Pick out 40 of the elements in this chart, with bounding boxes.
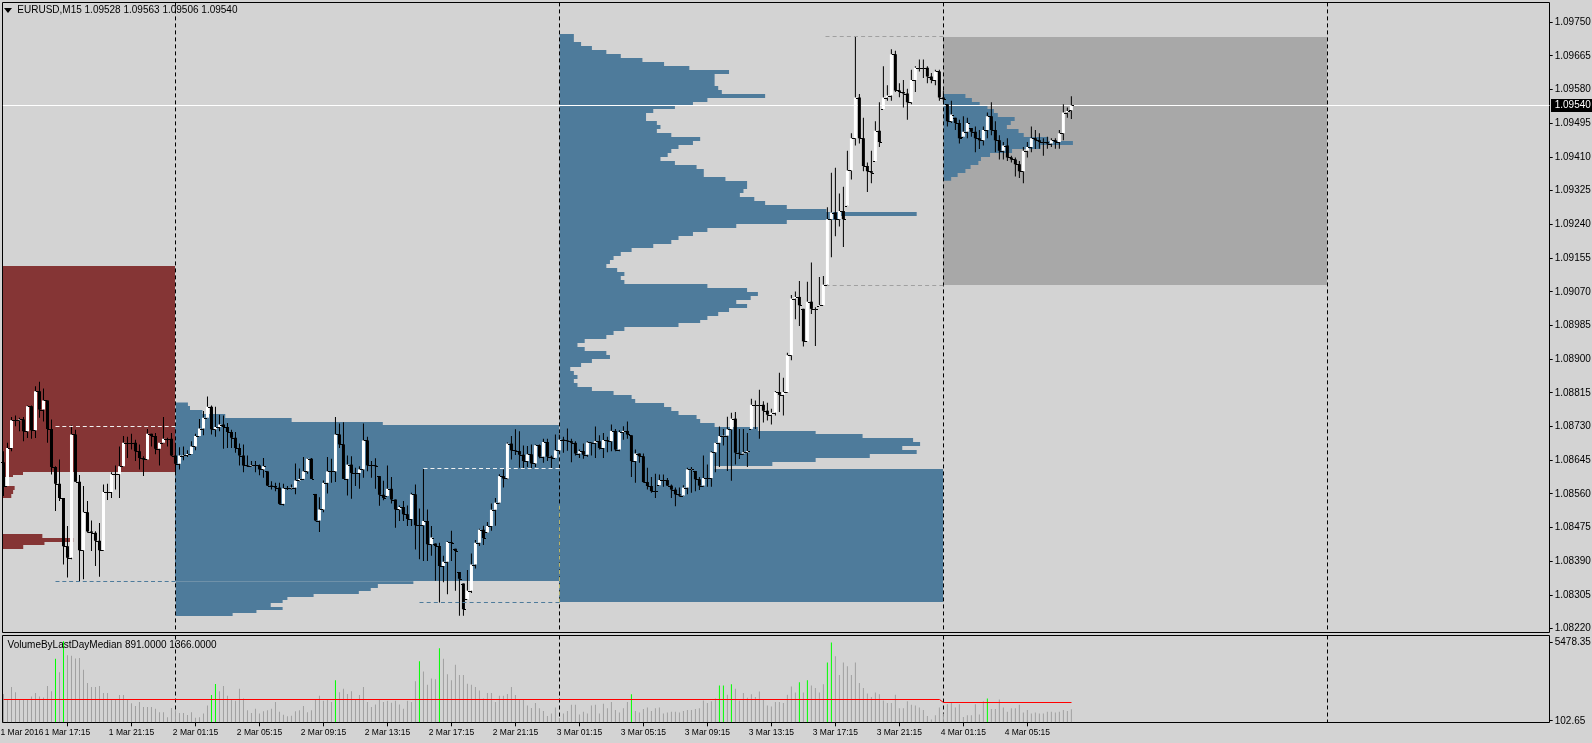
x-tick-label: 2 Mar 01:15 <box>172 726 219 737</box>
chart-title: EURUSD,M15 1.09528 1.09563 1.09506 1.09540 <box>17 4 238 16</box>
y-tick-label: 1.09155 <box>1554 251 1592 263</box>
y-tick-label: 1.08390 <box>1554 555 1592 567</box>
x-tick-label: 4 Mar 05:15 <box>1004 726 1051 737</box>
x-tick-label: 1 Mar 17:15 <box>44 726 91 737</box>
y-tick-label: 1.08220 <box>1554 622 1592 634</box>
y-tick-label: 1.09580 <box>1554 83 1592 95</box>
y-tick-label: 1.08475 <box>1554 521 1592 533</box>
y-tick-label: 1.08815 <box>1554 386 1592 398</box>
y-tick-label: 1.09325 <box>1554 184 1592 196</box>
text: 1 Mar 2016 <box>0 726 44 737</box>
y-tick-label: 1.09665 <box>1554 49 1592 61</box>
y-tick-label: 1.09495 <box>1554 117 1592 129</box>
y-tick-label: 1.09070 <box>1554 285 1592 297</box>
x-tick-label: 2 Mar 13:15 <box>364 726 411 737</box>
y-tick-label: 1.08305 <box>1554 588 1592 600</box>
x-tick-label: 3 Mar 13:15 <box>748 726 795 737</box>
y-tick-label: 1.08645 <box>1554 454 1592 466</box>
x-tick-label: 3 Mar 01:15 <box>556 726 603 737</box>
x-tick-label: 1 Mar 21:15 <box>108 726 155 737</box>
y-tick-label: 1.08560 <box>1554 487 1592 499</box>
x-tick-label: 2 Mar 21:15 <box>492 726 539 737</box>
x-tick-label: 3 Mar 09:15 <box>684 726 731 737</box>
y-tick-label: 1.09410 <box>1554 150 1592 162</box>
x-tick-label: 3 Mar 05:15 <box>620 726 667 737</box>
x-tick-label: 4 Mar 01:15 <box>940 726 987 737</box>
ref-line-label: 1.09540 <box>1554 99 1592 111</box>
y-tick-label: 1.08985 <box>1554 319 1592 331</box>
x-tick-label: 2 Mar 17:15 <box>428 726 475 737</box>
y-tick-label: 1.08730 <box>1554 420 1592 432</box>
y-tick-label: 1.09750 <box>1554 15 1592 27</box>
y-tick-label: 1.08900 <box>1554 352 1592 364</box>
y-tick-label: 102.65 <box>1554 714 1586 726</box>
x-tick-label: 3 Mar 21:15 <box>876 726 923 737</box>
x-tick-label: 2 Mar 09:15 <box>300 726 347 737</box>
y-tick-label: 1.09240 <box>1554 218 1592 230</box>
x-tick-label: 3 Mar 17:15 <box>812 726 859 737</box>
x-tick-label: 2 Mar 05:15 <box>236 726 283 737</box>
y-tick-label: 5478.35 <box>1554 636 1592 648</box>
